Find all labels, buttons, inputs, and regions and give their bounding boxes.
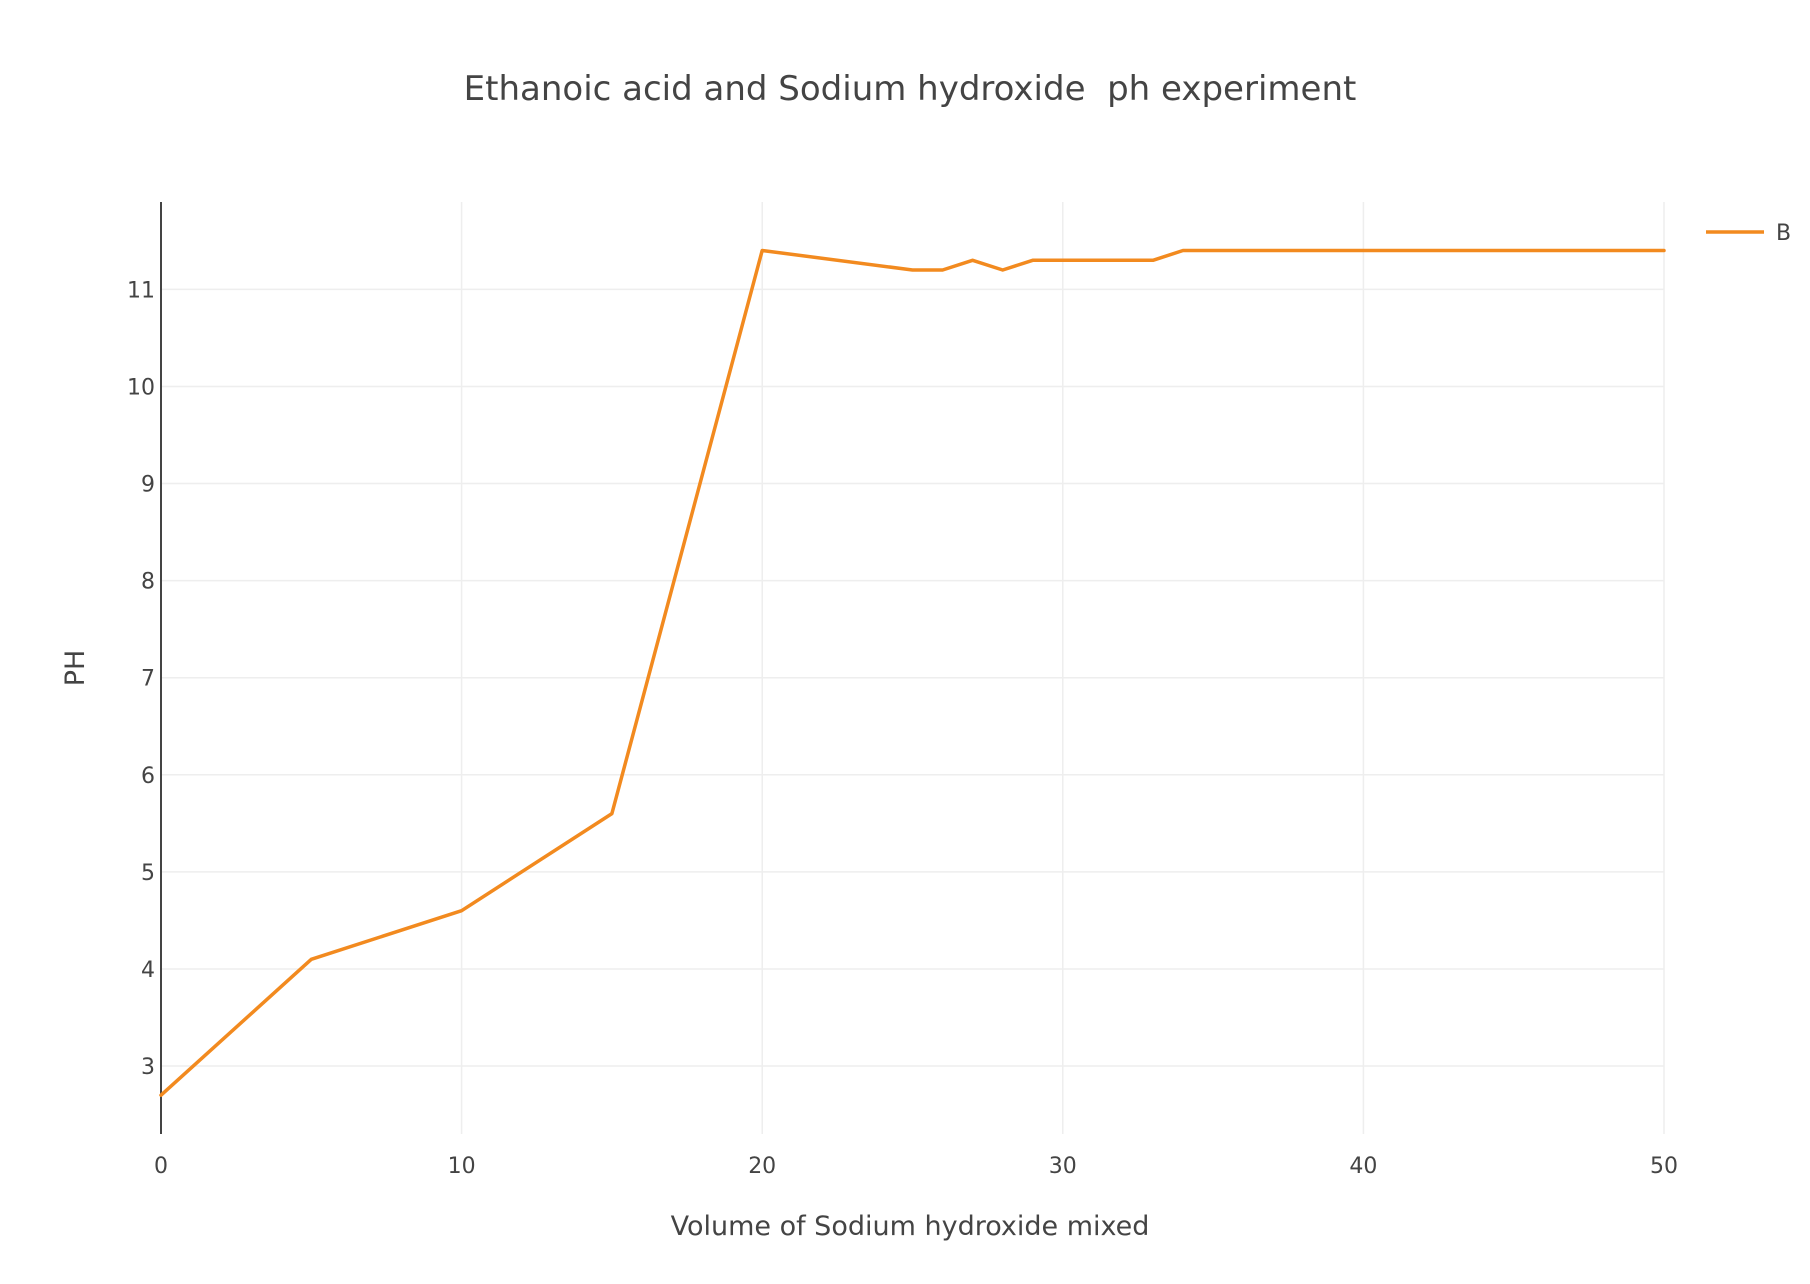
y-tick-label: 3 [141, 1055, 155, 1080]
y-tick-label: 6 [141, 764, 155, 789]
x-tick-label: 10 [448, 1154, 476, 1179]
plot-series [159, 248, 1666, 1097]
y-tick-label: 5 [141, 861, 155, 886]
legend-label: B [1776, 221, 1791, 246]
x-tick-label: 20 [748, 1154, 776, 1179]
y-tick-label: 7 [141, 667, 155, 692]
legend-item[interactable]: B [1706, 221, 1791, 246]
y-tick-label: 8 [141, 570, 155, 595]
x-tick-label: 50 [1650, 1154, 1678, 1179]
x-tick-label: 0 [154, 1154, 168, 1179]
grid [161, 202, 1665, 1134]
series-line-B [159, 248, 1666, 1097]
x-axis-title: Volume of Sodium hydroxide mixed [671, 1211, 1150, 1242]
y-tick-label: 9 [141, 473, 155, 498]
y-tick-label: 10 [127, 375, 155, 400]
y-tick-label: 11 [127, 278, 155, 303]
chart-title: Ethanoic acid and Sodium hydroxide ph ex… [464, 69, 1357, 109]
x-tick-label: 40 [1349, 1154, 1377, 1179]
x-tick-label: 30 [1049, 1154, 1077, 1179]
x-axis-ticks: 0 10 20 30 40 50 [154, 1154, 1678, 1179]
y-axis-title: PH [60, 650, 91, 687]
y-axis-ticks: 3 4 5 6 7 8 9 10 11 [127, 278, 155, 1080]
legend[interactable]: B [1706, 221, 1791, 246]
y-tick-label: 4 [141, 958, 155, 983]
